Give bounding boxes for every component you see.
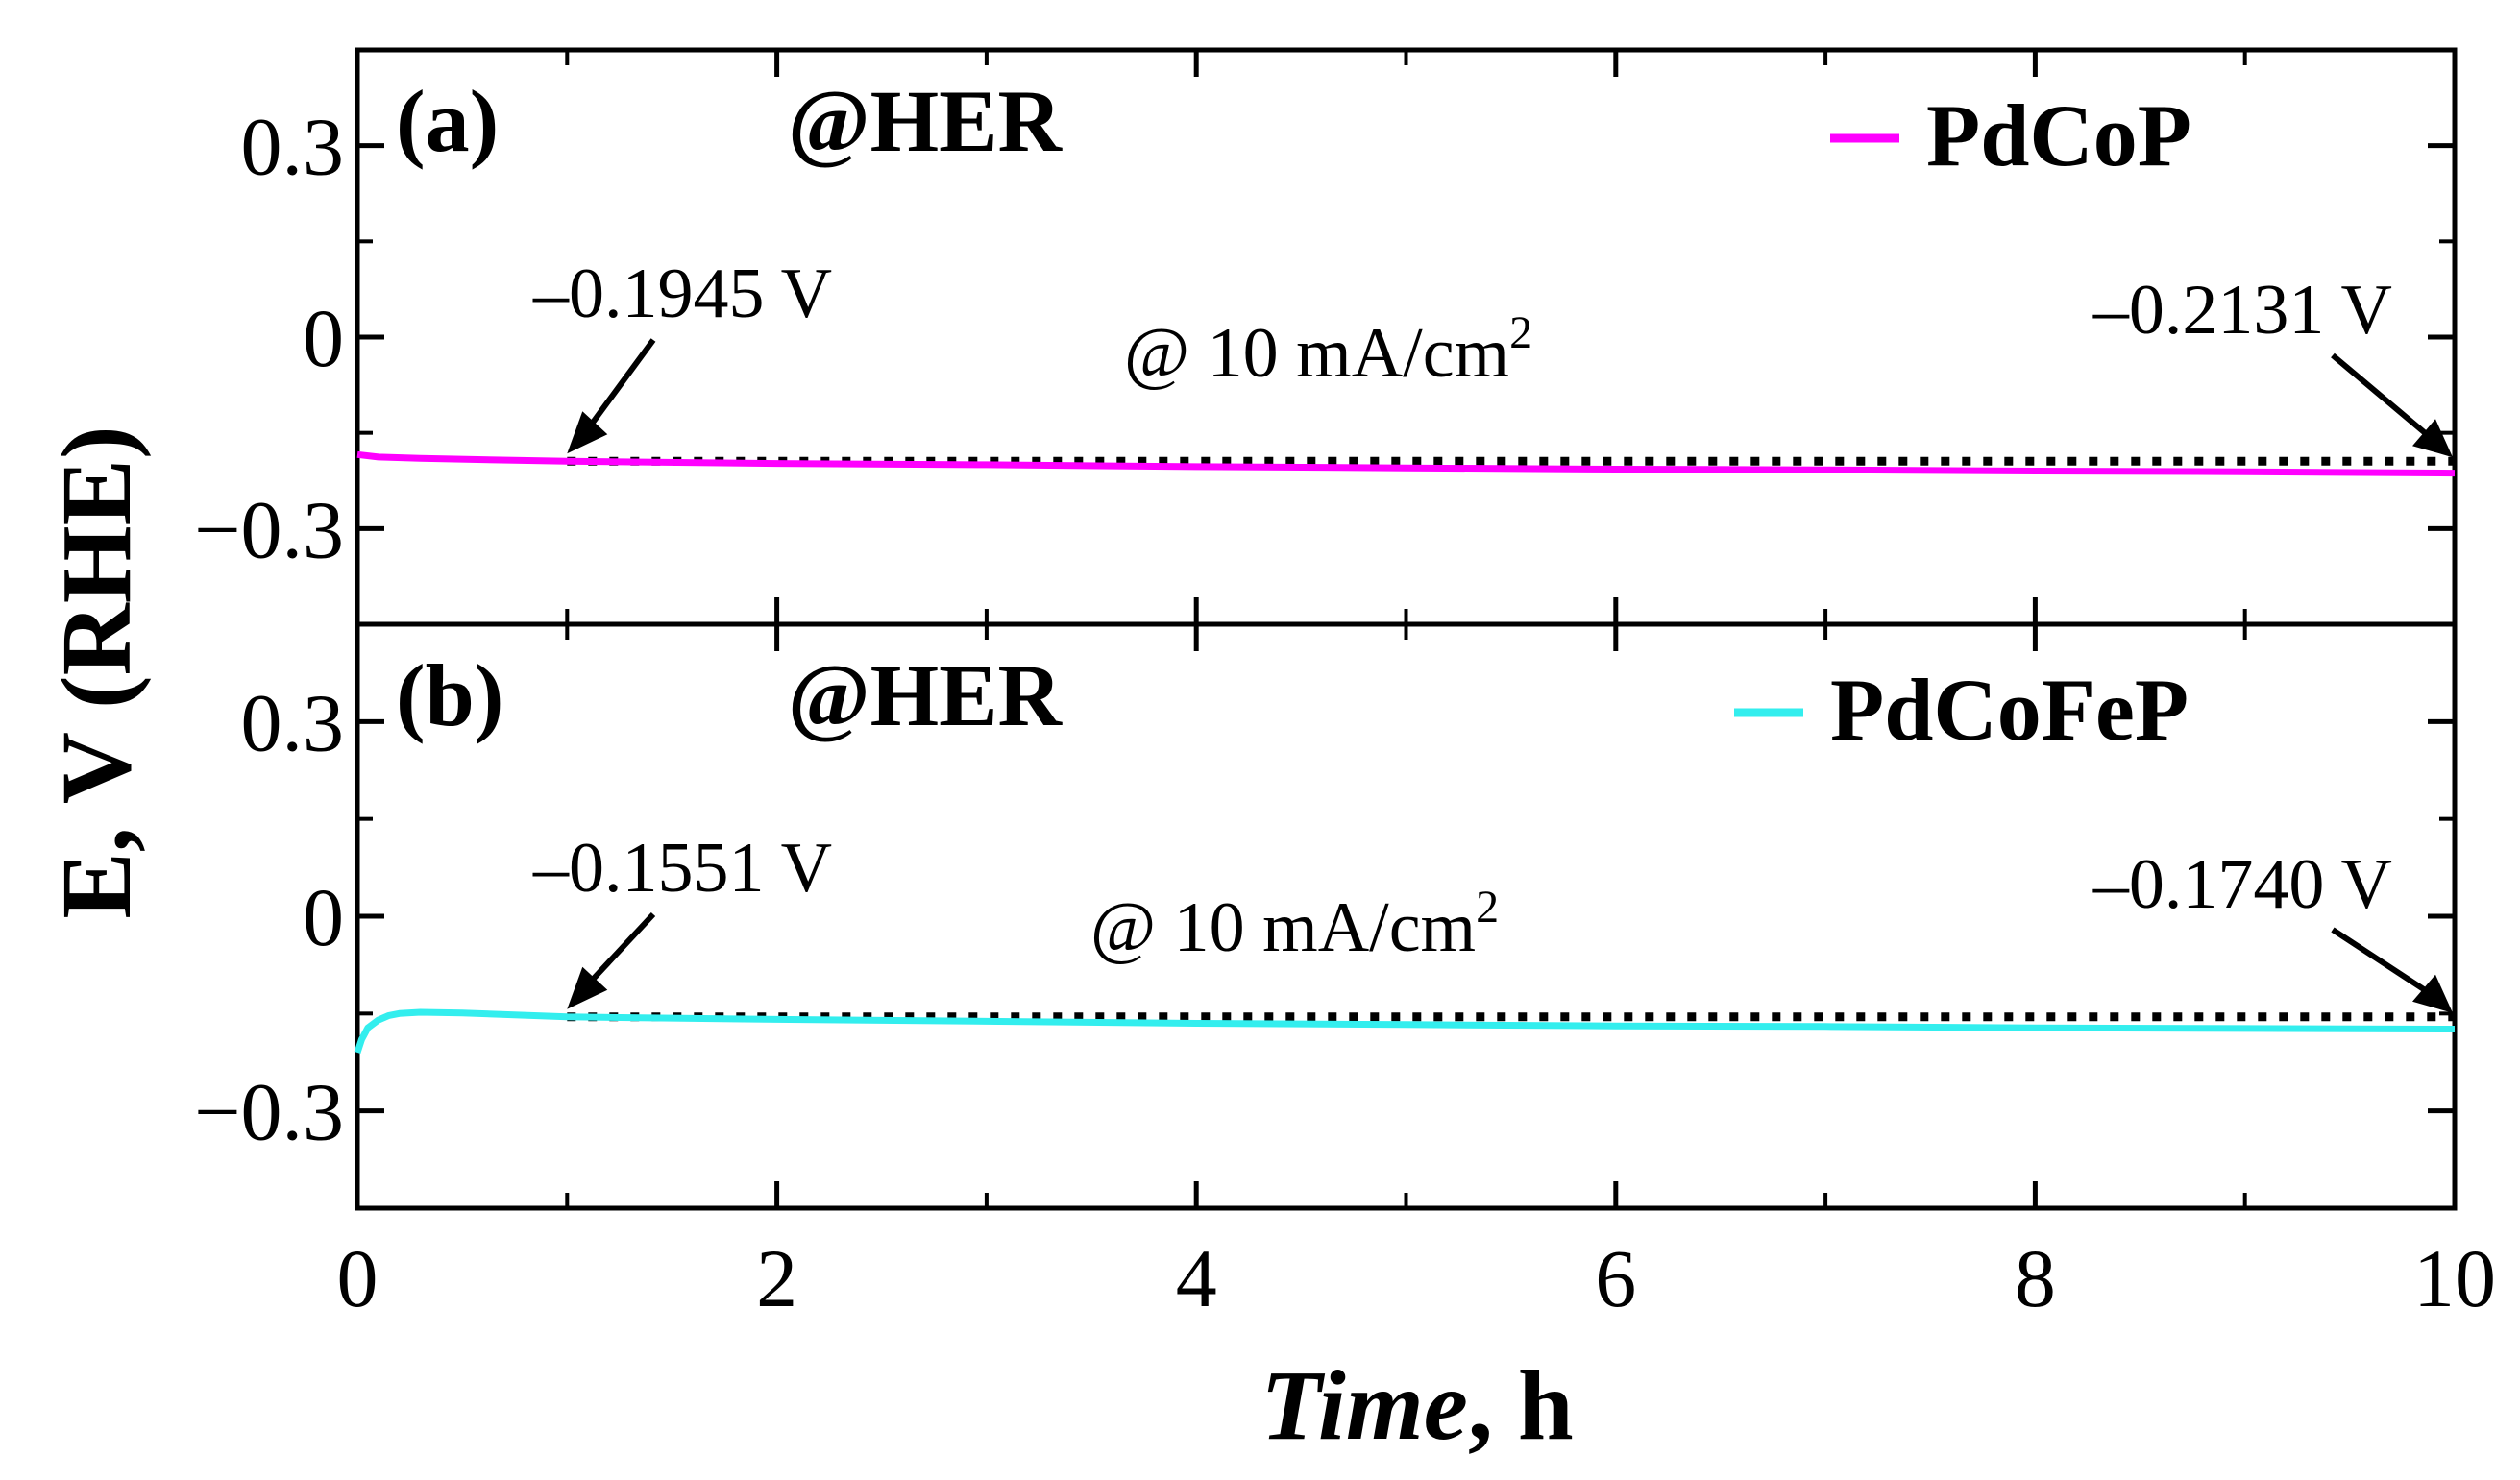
annotation-condition: @ 10 mA/cm2 xyxy=(1090,882,1499,967)
annotation-end-value: –0.1740 V xyxy=(2092,845,2392,924)
x-tick-label: 10 xyxy=(2413,1232,2496,1324)
annotation-end-arrow xyxy=(2331,927,2435,999)
panel-tag: (a) xyxy=(396,72,499,170)
series-line-pdcop xyxy=(356,450,2456,477)
annotation-end-arrowhead xyxy=(2412,974,2453,1013)
panel-title: @HER xyxy=(788,646,1064,744)
y-tick-label: 0 xyxy=(303,871,344,963)
x-tick-label: 2 xyxy=(756,1232,797,1324)
annotation-start-arrow xyxy=(585,338,656,431)
y-tick-label: −0.3 xyxy=(194,483,344,575)
annotation-condition: @ 10 mA/cm2 xyxy=(1124,307,1532,393)
annotation-condition-text: @ 10 mA/cm xyxy=(1090,888,1476,967)
annotation-end-arrowhead xyxy=(2412,419,2453,458)
x-axis-title: Time, h xyxy=(1260,1350,1573,1461)
legend-label: PdCoP xyxy=(1926,86,2191,184)
panels-layer: 0.3 0 −0.3 (a) @HER PdCoP –0.1945 V –0.2131 V @ … xyxy=(194,47,2496,1324)
annotation-start-arrowhead xyxy=(567,411,608,454)
annotation-end-arrow xyxy=(2331,352,2435,443)
x-tick-label: 4 xyxy=(1176,1232,1217,1324)
annotation-condition-superscript: 2 xyxy=(1476,882,1499,933)
annotation-start-arrowhead xyxy=(567,966,608,1009)
y-tick-label: 0 xyxy=(303,292,344,384)
x-tick-label: 0 xyxy=(337,1232,379,1324)
panel-b: 0.3 0 −0.3 (b) @HER PdCoFeP –0.1551 V –0.1740 V… xyxy=(194,621,2458,1211)
annotation-end-value: –0.2131 V xyxy=(2092,271,2392,350)
annotation-start-value: –0.1551 V xyxy=(532,829,832,908)
y-axis-title: E, V (RHE) xyxy=(41,425,152,918)
x-tick-label: 8 xyxy=(2015,1232,2056,1324)
x-axis-title-italic: Time xyxy=(1260,1350,1468,1461)
annotation-condition-text: @ 10 mA/cm xyxy=(1124,314,1509,393)
x-axis-title-unit: , h xyxy=(1468,1350,1574,1461)
panel-title: @HER xyxy=(788,72,1064,170)
x-tick-label: 6 xyxy=(1595,1232,1636,1324)
panel-a: 0.3 0 −0.3 (a) @HER PdCoP –0.1945 V –0.2131 V @ … xyxy=(194,47,2458,627)
panel-tag: (b) xyxy=(396,646,503,744)
y-tick-label: 0.3 xyxy=(241,101,345,193)
legend-label: PdCoFeP xyxy=(1830,661,2189,759)
annotation-condition-superscript: 2 xyxy=(1509,307,1532,358)
y-tick-label: −0.3 xyxy=(194,1066,344,1158)
annotation-start-arrow xyxy=(586,911,656,986)
series-line-pdcofep xyxy=(354,1008,2456,1054)
y-tick-label: 0.3 xyxy=(241,676,345,768)
annotation-start-value: –0.1945 V xyxy=(532,255,832,333)
